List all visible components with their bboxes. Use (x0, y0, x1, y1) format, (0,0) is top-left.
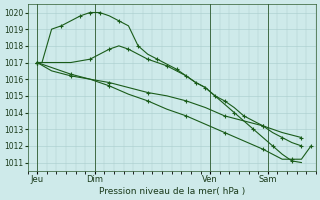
X-axis label: Pression niveau de la mer( hPa ): Pression niveau de la mer( hPa ) (99, 187, 245, 196)
